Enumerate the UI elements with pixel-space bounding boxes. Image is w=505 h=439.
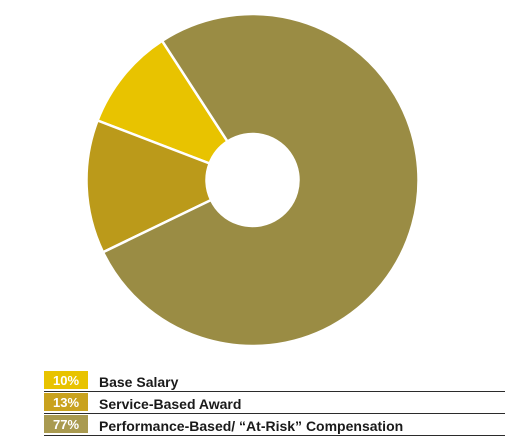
legend-row-base-salary: 10% Base Salary: [44, 370, 505, 392]
pie-slice-service-based-award: [85, 118, 213, 254]
legend-swatch-base-salary: 10%: [44, 371, 88, 389]
legend-row-service-based-award: 13% Service-Based Award: [44, 392, 505, 414]
legend: 10% Base Salary 13% Service-Based Award …: [44, 370, 505, 436]
pie-slice-performance-based-at-risk-compensation: [101, 12, 420, 348]
legend-label-performance-based: Performance-Based/ “At-Risk” Compensatio…: [99, 418, 404, 434]
legend-swatch-performance-based: 77%: [44, 415, 88, 433]
legend-label-base-salary: Base Salary: [99, 374, 179, 390]
legend-row-performance-based: 77% Performance-Based/ “At-Risk” Compens…: [44, 414, 505, 436]
donut-chart: [85, 12, 420, 348]
legend-swatch-service-based-award: 13%: [44, 393, 88, 411]
legend-label-service-based-award: Service-Based Award: [99, 396, 242, 412]
